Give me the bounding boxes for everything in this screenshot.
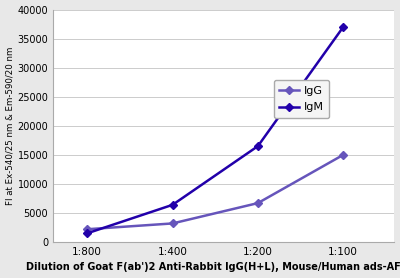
IgM [341, 25, 346, 29]
IgG [170, 222, 175, 225]
Legend: IgG, IgM: IgG, IgM [274, 80, 329, 118]
IgM [256, 145, 260, 148]
IgG [85, 228, 90, 231]
Line: IgG: IgG [84, 152, 346, 232]
Line: IgM: IgM [84, 24, 346, 236]
IgM [170, 203, 175, 207]
IgG [256, 202, 260, 205]
IgG [341, 153, 346, 157]
Y-axis label: FI at Ex-540/25 nm & Em-590/20 nm: FI at Ex-540/25 nm & Em-590/20 nm [6, 47, 14, 205]
IgM [85, 232, 90, 235]
X-axis label: Dilution of Goat F(ab')2 Anti-Rabbit IgG(H+L), Mouse/Human ads-AF555: Dilution of Goat F(ab')2 Anti-Rabbit IgG… [26, 262, 400, 272]
